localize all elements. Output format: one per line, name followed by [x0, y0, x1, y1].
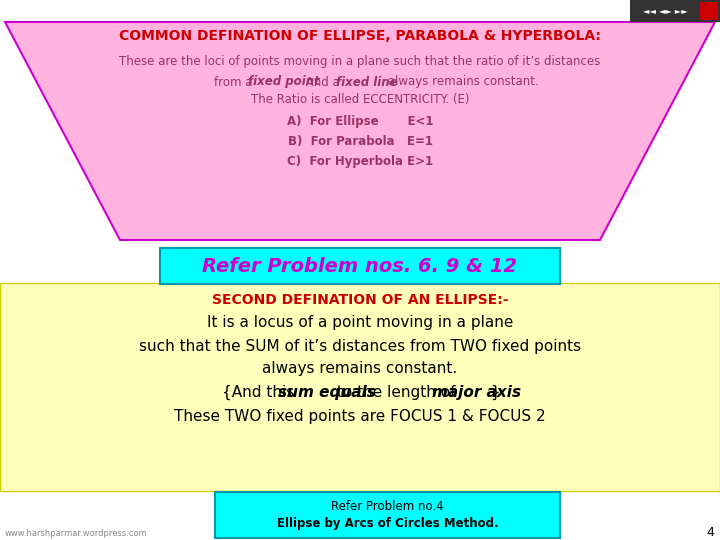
FancyBboxPatch shape — [215, 492, 560, 538]
Text: And a: And a — [302, 76, 343, 89]
Text: COMMON DEFINATION OF ELLIPSE, PARABOLA & HYPERBOLA:: COMMON DEFINATION OF ELLIPSE, PARABOLA &… — [119, 29, 601, 43]
Text: to the length of: to the length of — [333, 384, 461, 400]
FancyBboxPatch shape — [700, 2, 718, 20]
Text: .}: .} — [487, 384, 501, 400]
Text: These are the loci of points moving in a plane such that the ratio of it’s dista: These are the loci of points moving in a… — [120, 56, 600, 69]
Text: The Ratio is called ECCENTRICITY. (E): The Ratio is called ECCENTRICITY. (E) — [251, 93, 469, 106]
Text: fixed point: fixed point — [248, 76, 320, 89]
Text: from a: from a — [215, 76, 257, 89]
Text: It is a locus of a point moving in a plane: It is a locus of a point moving in a pla… — [207, 314, 513, 329]
Text: Refer Problem no.4: Refer Problem no.4 — [331, 500, 444, 512]
Text: Ellipse by Arcs of Circles Method.: Ellipse by Arcs of Circles Method. — [276, 517, 498, 530]
Text: from a fixed point And a fixed line always remains constant.: from a fixed point And a fixed line alwa… — [182, 76, 538, 89]
Text: ◄◄ ◄► ►►: ◄◄ ◄► ►► — [643, 6, 688, 16]
Text: 4: 4 — [706, 526, 714, 539]
Text: www.harshparmar.wordpress.com: www.harshparmar.wordpress.com — [5, 529, 148, 537]
Text: sum equals: sum equals — [277, 384, 375, 400]
Text: C)  For Hyperbola E>1: C) For Hyperbola E>1 — [287, 156, 433, 168]
Text: SECOND DEFINATION OF AN ELLIPSE:-: SECOND DEFINATION OF AN ELLIPSE:- — [212, 293, 508, 307]
FancyBboxPatch shape — [630, 0, 720, 22]
Text: These TWO fixed points are FOCUS 1 & FOCUS 2: These TWO fixed points are FOCUS 1 & FOC… — [174, 408, 546, 423]
Text: always remains constant.: always remains constant. — [384, 76, 539, 89]
Text: always remains constant.: always remains constant. — [262, 361, 458, 375]
Polygon shape — [5, 22, 715, 240]
Text: such that the SUM of it’s distances from TWO fixed points: such that the SUM of it’s distances from… — [139, 339, 581, 354]
Text: Refer Problem nos. 6. 9 & 12: Refer Problem nos. 6. 9 & 12 — [202, 256, 518, 275]
FancyBboxPatch shape — [160, 248, 560, 284]
FancyBboxPatch shape — [0, 283, 720, 491]
Text: major axis: major axis — [431, 384, 521, 400]
Text: fixed line: fixed line — [336, 76, 397, 89]
Text: B)  For Parabola   E=1: B) For Parabola E=1 — [287, 136, 433, 148]
Text: {And this: {And this — [222, 384, 300, 400]
Text: A)  For Ellipse       E<1: A) For Ellipse E<1 — [287, 116, 433, 129]
